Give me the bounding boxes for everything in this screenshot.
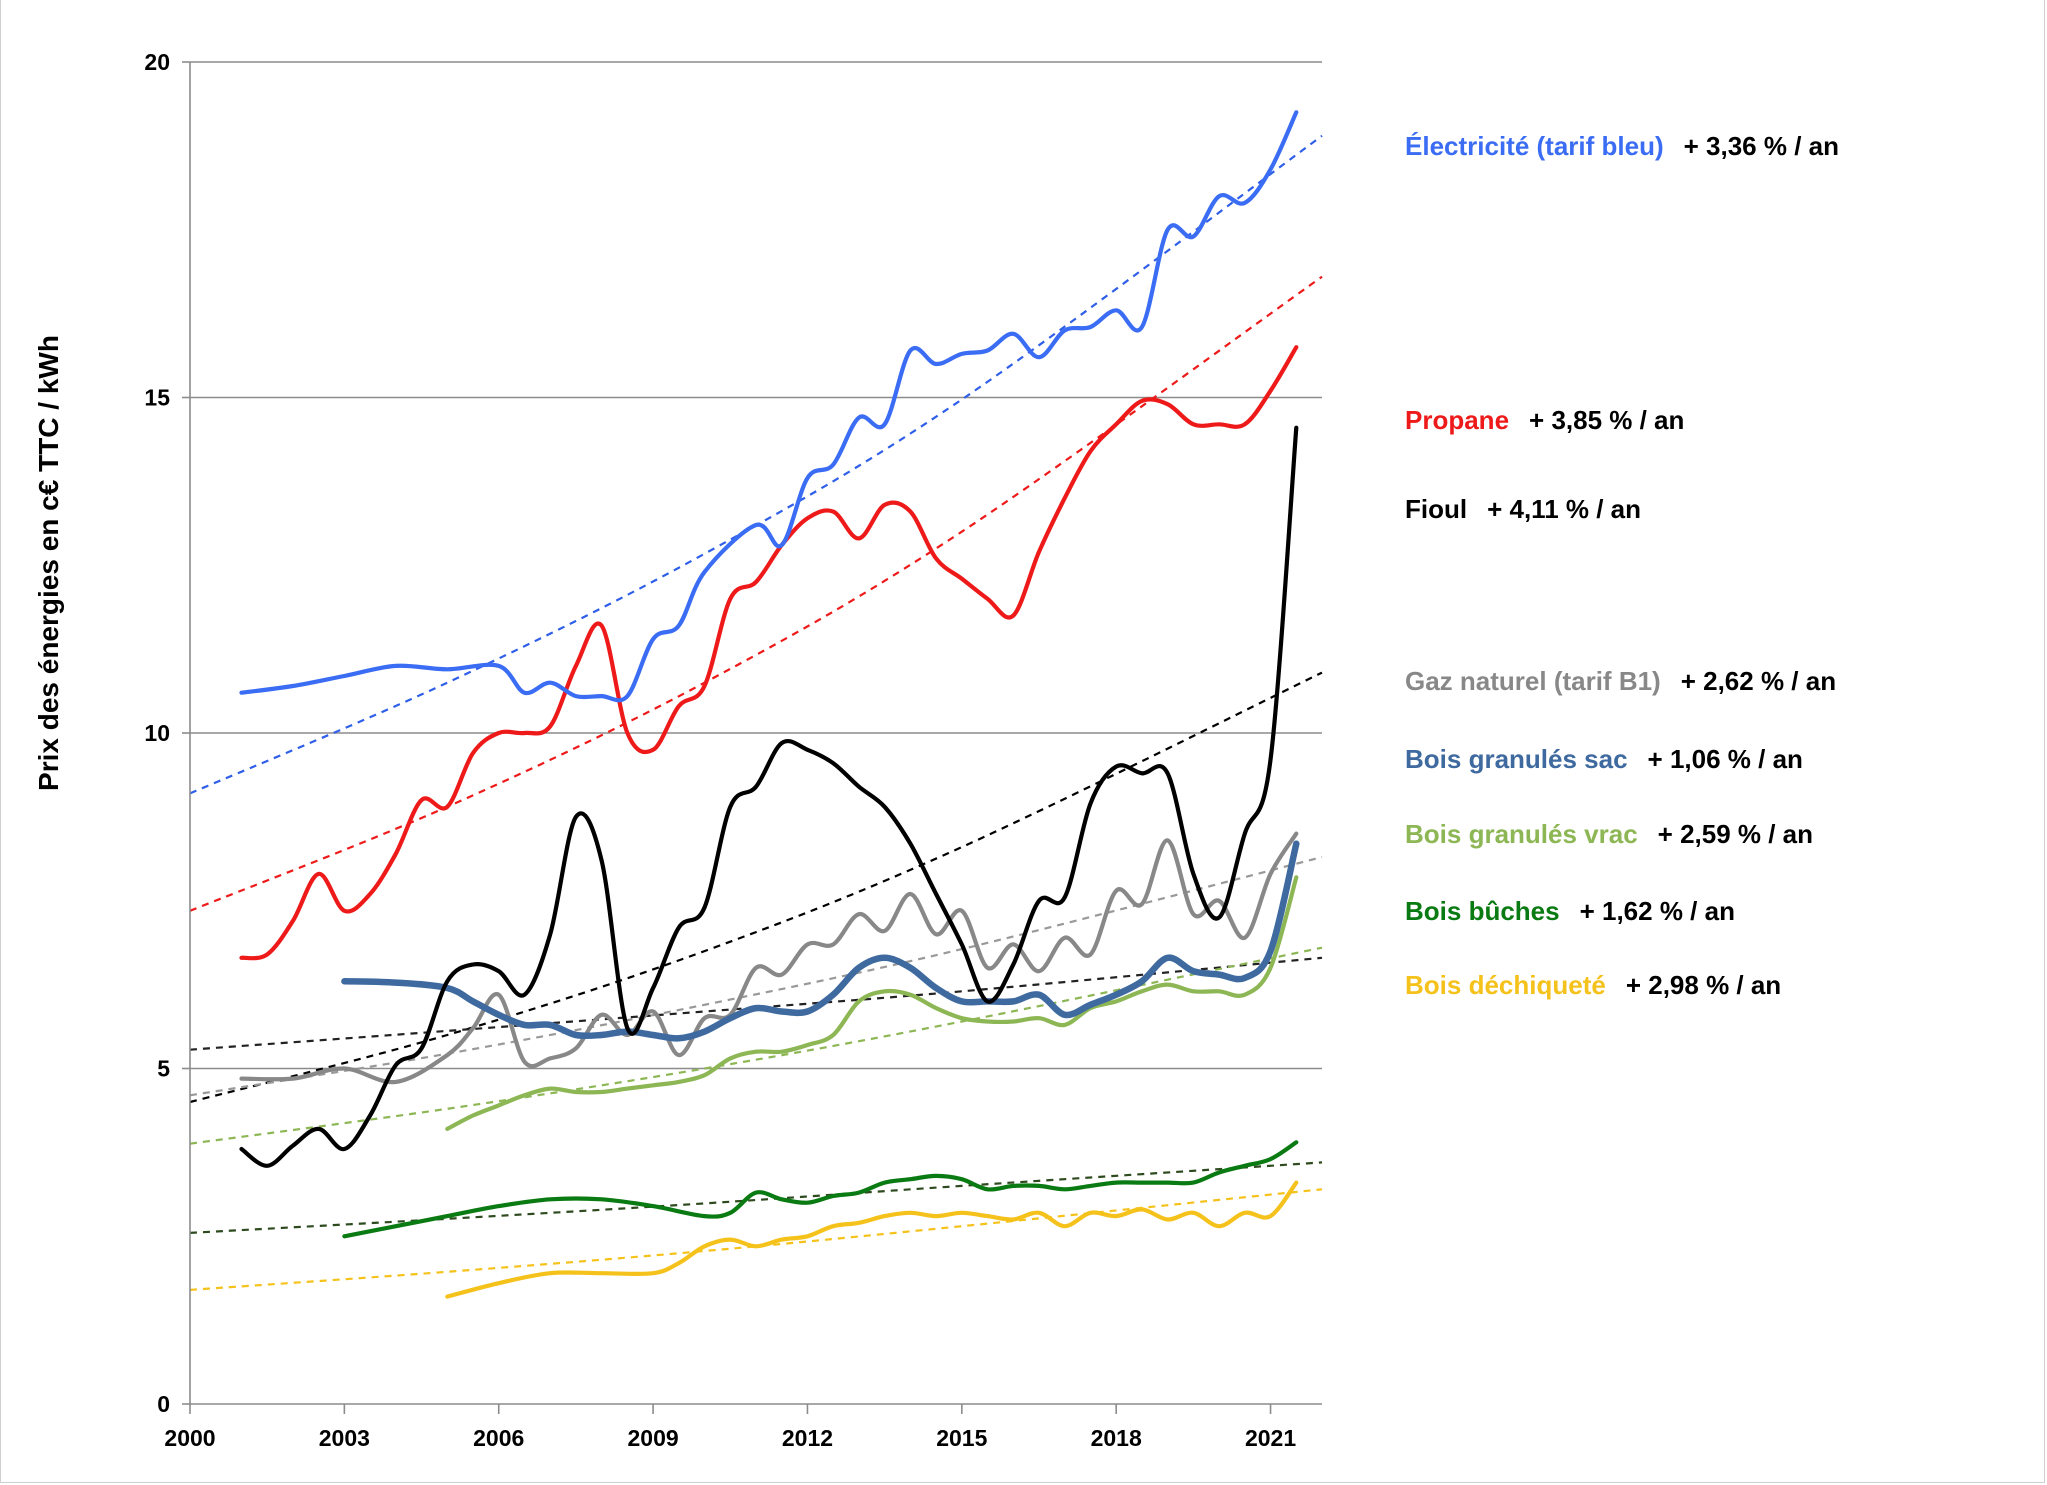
- legend-name: Fioul: [1405, 494, 1467, 524]
- trendline-series-7: [189, 1188, 1323, 1291]
- legend-rate: + 2,62 % / an: [1681, 666, 1836, 696]
- x-tick-label: 2015: [936, 1425, 987, 1451]
- legend-name: Bois granulés vrac: [1405, 819, 1638, 849]
- legend: Électricité (tarif bleu) + 3,36 % / an Pro…: [1405, 131, 1839, 1000]
- series-line-2: [239, 425, 1299, 1168]
- legend-name: Électricité (tarif bleu): [1405, 131, 1664, 161]
- axes: 0 5 10 15 20 2000 2003 2006 2009 2012 2015 2018 2021: [144, 49, 1322, 1451]
- trendline-series-3: [189, 856, 1323, 1097]
- legend-entry-0: Électricité (tarif bleu) + 3,36 % / an: [1405, 131, 1839, 161]
- series-line-6: [342, 1140, 1299, 1239]
- legend-rate: + 2,59 % / an: [1658, 819, 1813, 849]
- series-lines: [239, 110, 1300, 1299]
- trendline-series-2: [189, 671, 1323, 1104]
- y-tick-label: 5: [157, 1056, 170, 1082]
- trendline-series-4: [189, 956, 1323, 1051]
- legend-entry-7: Bois déchiqueté + 2,98 % / an: [1405, 970, 1781, 1000]
- gridlines: [190, 61, 1322, 1070]
- legend-entry-2: Fioul + 4,11 % / an: [1405, 494, 1641, 524]
- legend-entry-3: Gaz naturel (tarif B1) + 2,62 % / an: [1405, 666, 1836, 696]
- x-tick-label: 2021: [1245, 1425, 1296, 1451]
- trendline-series-1: [189, 275, 1323, 912]
- trendline-series-0: [189, 134, 1323, 795]
- series-line-1: [239, 345, 1299, 961]
- x-tick-label: 2006: [473, 1425, 524, 1451]
- x-tick-label: 2009: [628, 1425, 679, 1451]
- legend-entry-1: Propane + 3,85 % / an: [1405, 405, 1684, 435]
- y-axis-label: Prix des énergies en c€ TTC / kWh: [33, 335, 64, 791]
- legend-rate: + 1,62 % / an: [1580, 896, 1735, 926]
- legend-rate: + 1,06 % / an: [1648, 744, 1803, 774]
- y-tick-label: 20: [144, 49, 170, 75]
- legend-rate: + 3,36 % / an: [1684, 131, 1839, 161]
- legend-entry-6: Bois bûches + 1,62 % / an: [1405, 896, 1735, 926]
- series-line-3: [239, 831, 1299, 1085]
- trendlines: [189, 134, 1323, 1291]
- series-line-7: [445, 1180, 1299, 1299]
- legend-name: Bois granulés sac: [1405, 744, 1628, 774]
- legend-entry-4: Bois granulés sac + 1,06 % / an: [1405, 744, 1803, 774]
- series-line-0: [239, 110, 1299, 703]
- x-tick-label: 2018: [1091, 1425, 1142, 1451]
- series-line-5: [445, 875, 1299, 1131]
- y-tick-label: 10: [144, 720, 170, 746]
- legend-name: Bois déchiqueté: [1405, 970, 1606, 1000]
- legend-name: Gaz naturel (tarif B1): [1405, 666, 1661, 696]
- y-tick-label: 0: [157, 1391, 170, 1417]
- y-tick-label: 15: [144, 385, 170, 411]
- legend-rate: + 3,85 % / an: [1529, 405, 1684, 435]
- x-tick-label: 2012: [782, 1425, 833, 1451]
- legend-rate: + 4,11 % / an: [1487, 494, 1641, 524]
- legend-entry-5: Bois granulés vrac + 2,59 % / an: [1405, 819, 1813, 849]
- x-tick-label: 2000: [164, 1425, 215, 1451]
- series-line-4: [341, 840, 1300, 1042]
- trendline-series-6: [189, 1161, 1323, 1234]
- trendline-series-5: [189, 946, 1323, 1145]
- legend-name: Bois bûches: [1405, 896, 1560, 926]
- legend-name: Propane: [1405, 405, 1509, 435]
- legend-rate: + 2,98 % / an: [1626, 970, 1781, 1000]
- x-tick-label: 2003: [319, 1425, 370, 1451]
